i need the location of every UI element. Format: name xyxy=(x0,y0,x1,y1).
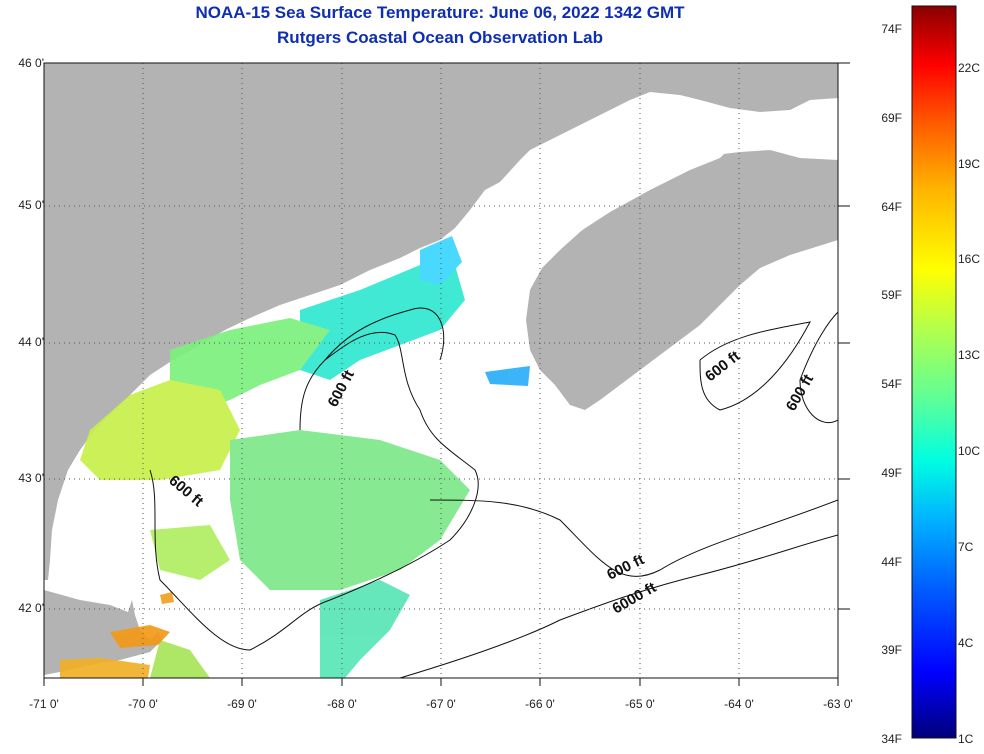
colorbar-c-label: 13C xyxy=(958,348,981,362)
lat-label: 43 0' xyxy=(18,471,44,485)
sst-patch-blue-fundy xyxy=(485,366,530,386)
lat-label: 42 0' xyxy=(18,601,44,615)
lon-label: -66 0' xyxy=(525,697,555,711)
colorbar-c-label: 4C xyxy=(958,636,974,650)
sst-patch-warm-sound xyxy=(60,658,150,678)
land-new-brunswick xyxy=(520,63,838,160)
lon-label: -71 0' xyxy=(29,697,59,711)
colorbar-c-label: 22C xyxy=(958,61,981,75)
lat-label: 46 0' xyxy=(18,56,44,70)
lon-label: -67 0' xyxy=(426,697,456,711)
contour-6000ft xyxy=(399,534,838,678)
sst-patch-orange-dot xyxy=(160,592,174,604)
bay-of-fundy xyxy=(520,148,730,262)
colorbar-f-label: 39F xyxy=(881,643,902,657)
sst-patch-warm-shelf xyxy=(110,625,170,648)
colorbar-c-label: 10C xyxy=(958,444,981,458)
colorbar xyxy=(911,5,957,739)
sst-patch-cyan xyxy=(420,236,462,285)
lon-label: -63 0' xyxy=(823,697,853,711)
lon-label: -68 0' xyxy=(327,697,357,711)
lat-label: 44 0' xyxy=(18,335,44,349)
colorbar-f-label: 69F xyxy=(881,111,902,125)
lon-label: -69 0' xyxy=(227,697,257,711)
colorbar-c-label: 16C xyxy=(958,252,981,266)
contour-600ft-shelf xyxy=(429,499,838,577)
contour-600ft-ns2 xyxy=(799,311,838,423)
sst-patch-central xyxy=(230,430,470,590)
colorbar-f-label: 59F xyxy=(881,288,902,302)
sst-patch-nantucket xyxy=(150,640,210,678)
map-title: NOAA-15 Sea Surface Temperature: June 06… xyxy=(195,3,685,22)
axis-ticks xyxy=(43,62,850,686)
lat-label: 45 0' xyxy=(18,198,44,212)
colorbar-f-label: 54F xyxy=(881,377,902,391)
colorbar-f-label: 44F xyxy=(881,555,902,569)
contour-600ft-north xyxy=(324,307,445,361)
lon-label: -64 0' xyxy=(724,697,754,711)
land-cape-cod xyxy=(44,590,162,675)
sst-patch-yellow-green xyxy=(80,380,240,480)
colorbar-f-label: 34F xyxy=(881,732,902,746)
contour-600ft-ns1 xyxy=(699,321,811,411)
colorbar-f-label: 49F xyxy=(881,466,902,480)
colorbar-c-label: 7C xyxy=(958,540,974,554)
map-subtitle: Rutgers Coastal Ocean Observation Lab xyxy=(277,28,603,47)
lon-label: -65 0' xyxy=(625,697,655,711)
sst-patch-southwest xyxy=(150,525,230,580)
sst-patch-green xyxy=(170,318,330,410)
lon-label: -70 0' xyxy=(128,697,158,711)
colorbar-f-label: 74F xyxy=(881,22,902,36)
sst-patch-cool xyxy=(300,248,465,380)
land-new-england xyxy=(44,63,520,580)
colorbar-c-label: 1C xyxy=(958,732,974,746)
contour-600ft-gulf xyxy=(149,331,479,651)
colorbar-f-label: 64F xyxy=(881,200,902,214)
colorbar-c-label: 19C xyxy=(958,157,981,171)
